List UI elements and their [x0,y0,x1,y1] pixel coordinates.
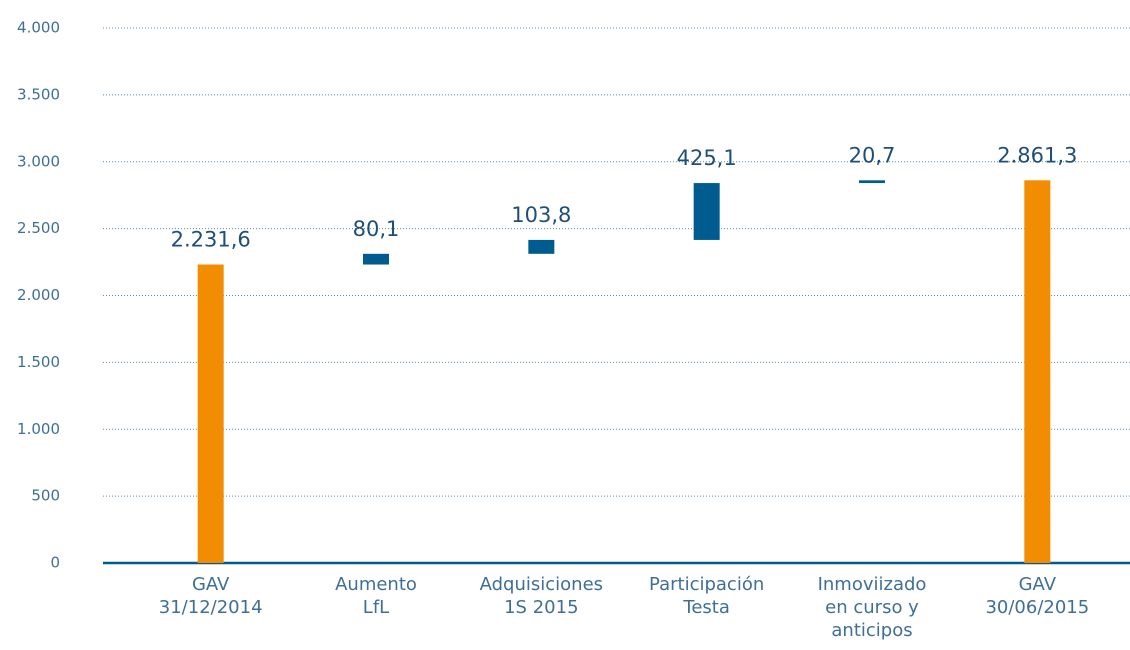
y-tick-label: 4.000 [17,19,60,37]
value-label: 2.231,6 [171,228,251,252]
x-tick-line: en curso y [825,597,919,618]
y-tick-label: 1.500 [17,353,60,371]
x-tick-line: Testa [682,597,729,618]
x-tick-line: anticipos [831,620,912,641]
value-label: 425,1 [677,146,737,170]
x-tick-line: Inmoviizado [818,574,927,595]
y-tick-label: 3.000 [17,152,60,170]
bar [1024,180,1051,563]
value-label: 80,1 [353,217,400,241]
y-tick-label: 2.000 [17,286,60,304]
x-tick-label: Inmoviizado en curso y anticipos [818,574,927,641]
x-tick-line: LfL [363,597,389,618]
y-tick-label: 500 [31,487,60,505]
bar [528,239,555,254]
value-label: 20,7 [849,143,896,167]
y-tick-label: 0 [50,554,60,572]
x-tick-line: Participación [649,574,764,595]
x-tick-label: Participación Testa [649,574,764,618]
x-tick-label: Adquisiciones 1S 2015 [480,574,603,618]
x-tick-line: Adquisiciones [480,574,603,595]
y-tick-label: 2.500 [17,219,60,237]
bar [859,180,885,184]
x-tick-line: 30/06/2015 [985,597,1089,618]
x-tick-line: GAV [1019,574,1057,595]
x-tick-line: 31/12/2014 [159,597,263,618]
value-label: 2.861,3 [997,143,1077,167]
x-tick-line: 1S 2015 [504,597,578,618]
x-tick-label: GAV 30/06/2015 [985,574,1089,618]
value-label: 103,8 [511,203,571,227]
x-tick-line: Aumento [335,574,417,595]
x-tick-line: GAV [192,574,230,595]
y-tick-label: 1.000 [17,420,60,438]
x-tick-label: GAV 31/12/2014 [159,574,263,618]
bar [197,264,224,563]
y-tick-label: 3.500 [17,85,60,103]
bar [363,253,389,265]
bar [693,183,720,240]
x-tick-label: Aumento LfL [335,574,417,618]
